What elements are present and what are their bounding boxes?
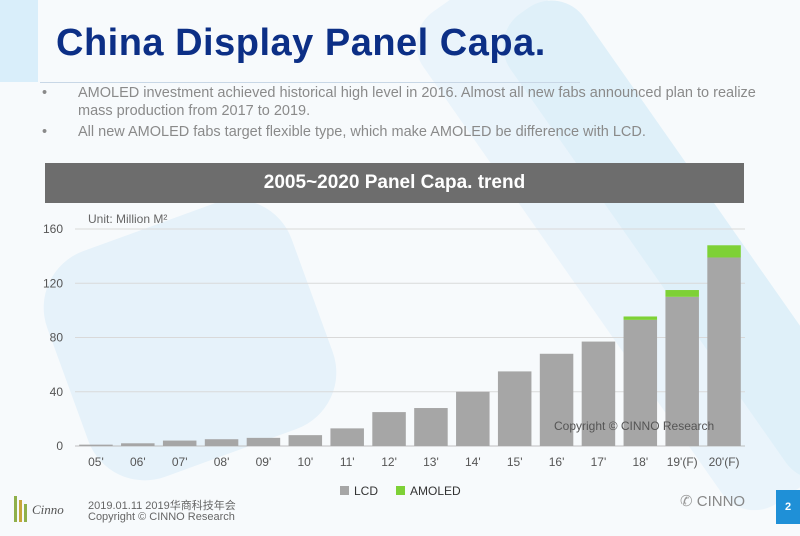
y-tick-label: 0 [56,439,63,453]
logo-text: Cinno [32,502,64,517]
bar-amoled [707,245,741,258]
y-tick-label: 120 [43,276,63,290]
wechat-label: CINNO [696,493,746,510]
legend-item-amoled: AMOLED [396,484,461,498]
chart-unit-label: Unit: Million M² [88,212,168,226]
bar-lcd [246,437,281,446]
chart-bars [79,245,741,446]
bar-amoled [665,290,699,297]
bullet-text: AMOLED investment achieved historical hi… [78,85,756,119]
bar-lcd [623,319,658,446]
bar-lcd [121,443,155,446]
bar-lcd [581,341,616,446]
footer-date: 2019.01.11 2019华商科技年会 [88,500,236,512]
footer-copyright: Copyright © CINNO Research [88,511,235,523]
bullet-marker: • [42,85,48,101]
x-tick-label: 09' [256,455,272,469]
x-tick-label: 08' [214,455,230,469]
chart-tick-labels: 0 40 80 120 160 05' 06' 07' 08' 09' 10' 11' 12' 13' 14… [43,222,740,469]
logo-bar [19,500,22,522]
bar-lcd [204,439,239,446]
bullet-item: • All new AMOLED fabs target flexible ty… [38,123,758,141]
x-tick-label: 20'(F) [709,455,740,469]
bar-lcd [707,257,741,446]
chart-watermark: Copyright © CINNO Research [554,419,715,433]
bullet-marker: • [42,124,48,140]
x-tick-label: 11' [340,455,355,469]
x-tick-label: 19'(F) [667,455,698,469]
corner-accent [0,0,38,82]
bar-lcd [288,435,323,446]
bar-lcd [456,391,490,446]
logo-bar [24,504,27,522]
title-divider [40,82,580,83]
bar-lcd [79,444,113,446]
bullet-list: • AMOLED investment achieved historical … [38,84,758,144]
y-tick-label: 80 [50,331,64,345]
x-tick-label: 05' [88,455,104,469]
logo-bar [14,496,17,522]
legend-item-lcd: LCD [340,484,378,498]
y-tick-label: 40 [50,385,64,399]
bar-lcd [665,296,699,446]
bullet-item: • AMOLED investment achieved historical … [38,84,758,120]
legend-label-amoled: AMOLED [410,484,461,498]
x-tick-label: 06' [130,455,146,469]
x-tick-label: 13' [423,455,439,469]
cinno-logo: Cinno [14,496,64,522]
bar-lcd [539,353,574,446]
bar-lcd [414,408,448,446]
chart-legend: LCD AMOLED [340,484,461,498]
chart-title-banner: 2005~2020 Panel Capa. trend [45,163,744,203]
bar-amoled [623,316,658,320]
legend-swatch-amoled [396,486,406,496]
x-tick-label: 15' [507,455,523,469]
y-tick-label: 160 [43,222,63,236]
x-tick-label: 07' [172,455,188,469]
bullet-text: All new AMOLED fabs target flexible type… [78,124,646,140]
x-tick-label: 18' [632,455,648,469]
bar-lcd [372,412,406,446]
page-number: 2 [776,490,800,524]
bar-lcd [330,428,364,446]
x-tick-label: 16' [549,455,565,469]
x-tick-label: 17' [591,455,607,469]
wechat-icon: ✆ [680,493,693,510]
legend-label-lcd: LCD [354,484,379,498]
wechat-badge: ✆ CINNO [680,492,745,510]
slide-title: China Display Panel Capa. [56,22,546,64]
x-tick-label: 14' [465,455,481,469]
bar-lcd [497,371,532,446]
x-tick-label: 10' [297,455,313,469]
bar-lcd [162,440,197,446]
legend-swatch-lcd [340,486,349,496]
x-tick-label: 12' [381,455,397,469]
